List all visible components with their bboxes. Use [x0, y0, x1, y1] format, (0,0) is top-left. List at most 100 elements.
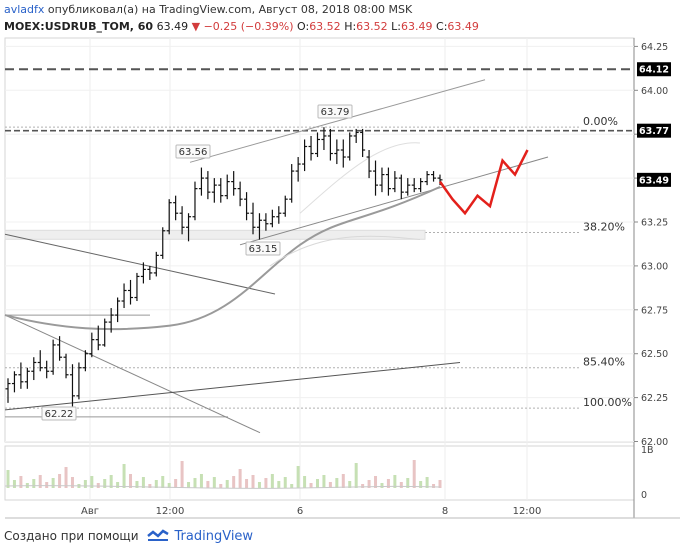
volume-axis-label: 0: [641, 490, 647, 501]
price-bar: [153, 251, 159, 277]
axis-badge: [637, 123, 671, 138]
price-bar: [115, 297, 121, 323]
price-bar: [250, 202, 256, 235]
tradingview-brand[interactable]: TradingView: [174, 528, 254, 544]
price-bar: [57, 336, 63, 361]
volume-bar: [161, 476, 165, 488]
volume-bar: [328, 482, 332, 488]
axis-badge-label: 63.49: [639, 175, 669, 186]
published-text: опубликовал(а) на TradingView.com, Авгус…: [47, 3, 413, 16]
volume-bar: [96, 483, 100, 488]
fib-level-label: 38.20%: [583, 221, 625, 234]
volume-ma: [4, 485, 441, 489]
y-tick-label: 63.75: [641, 130, 668, 141]
low-label: L:: [391, 20, 402, 33]
open-label: O:: [297, 20, 310, 33]
footer: Создано при помощи TradingView: [4, 528, 253, 544]
price-bar: [405, 178, 411, 196]
price-bar: [18, 362, 24, 389]
volume-bar: [187, 482, 191, 488]
price-bar: [44, 360, 50, 379]
price-bar: [186, 213, 192, 242]
volume-bar: [154, 480, 158, 488]
price-bar: [160, 227, 166, 259]
volume-bar: [412, 460, 416, 488]
high-value: 63.52: [356, 20, 388, 33]
price-bar: [134, 272, 140, 302]
y-tick-label: 64.25: [641, 42, 668, 53]
y-tick-label: 62.00: [641, 437, 668, 448]
volume-bar: [103, 479, 107, 488]
volume-bar: [425, 477, 429, 488]
fib-level-label: 0.00%: [583, 115, 618, 128]
volume-bar: [12, 480, 16, 488]
price-bar: [205, 171, 211, 200]
volume-bar: [193, 478, 197, 488]
price-bar: [192, 181, 198, 221]
price-bar: [89, 332, 95, 358]
volume-bar: [361, 484, 365, 488]
price-bar: [102, 318, 108, 347]
volume-bar: [199, 474, 203, 488]
price-bar: [95, 325, 101, 351]
price-bar: [224, 174, 230, 200]
x-tick-label: 8: [442, 506, 448, 517]
volume-bar: [257, 482, 261, 488]
volume-bar: [135, 481, 139, 488]
volume-bar: [58, 474, 62, 488]
author-name[interactable]: avladfx: [4, 3, 45, 16]
price-bar: [411, 178, 417, 193]
forecast-path: [438, 149, 529, 216]
price-bar: [166, 199, 172, 235]
price-bar: [295, 157, 301, 182]
symbol-info: MOEX:USDRUB_TOM, 60 63.49 ▼ −0.25 (−0.39…: [4, 20, 479, 33]
y-tick-label: 63.50: [641, 174, 668, 185]
down-triangle-icon: ▼: [191, 20, 201, 33]
price-bar: [431, 171, 437, 182]
price-bar: [282, 195, 288, 217]
volume-bar: [109, 475, 113, 488]
price-bar: [24, 367, 30, 389]
point-label-box: [175, 144, 211, 159]
price-bar: [256, 213, 262, 240]
price-bar: [179, 206, 185, 235]
x-tick-label: 6: [297, 506, 303, 517]
volume-bar: [374, 476, 378, 488]
y-tick-label: 63.00: [641, 261, 668, 272]
price-bar: [327, 128, 333, 161]
volume-bar: [83, 480, 87, 488]
volume-bar: [296, 466, 300, 488]
price-bar: [76, 362, 82, 400]
volume-bar: [438, 480, 442, 488]
volume-bar: [277, 481, 281, 488]
price-bar: [173, 195, 179, 221]
volume-bar: [245, 479, 249, 488]
price-bar: [263, 213, 269, 231]
y-tick-label: 62.50: [641, 349, 668, 360]
price-bar: [37, 350, 43, 372]
price-bar: [302, 139, 308, 172]
price-pane: [4, 37, 635, 443]
price-bar: [140, 262, 146, 284]
volume-bar: [38, 475, 42, 488]
point-label-box: [41, 406, 77, 421]
price-bar: [347, 132, 353, 161]
symbol-name: MOEX:USDRUB_TOM, 60: [4, 20, 154, 33]
volume-bar: [354, 463, 358, 488]
volume-bar: [432, 484, 436, 488]
price-bar: [63, 353, 69, 379]
trendline: [4, 314, 261, 434]
price-bar: [334, 139, 340, 165]
created-with-text: Создано при помощи: [4, 529, 139, 543]
price-bar: [360, 128, 366, 158]
volume-pane: [4, 445, 635, 501]
price-bar: [366, 150, 372, 179]
volume-bar: [206, 481, 210, 488]
volume-bar: [6, 470, 10, 488]
x-tick-label: 12:00: [513, 506, 542, 517]
moving-average-slow: [4, 185, 441, 331]
volume-bar: [315, 479, 319, 488]
volume-bar: [167, 483, 171, 488]
